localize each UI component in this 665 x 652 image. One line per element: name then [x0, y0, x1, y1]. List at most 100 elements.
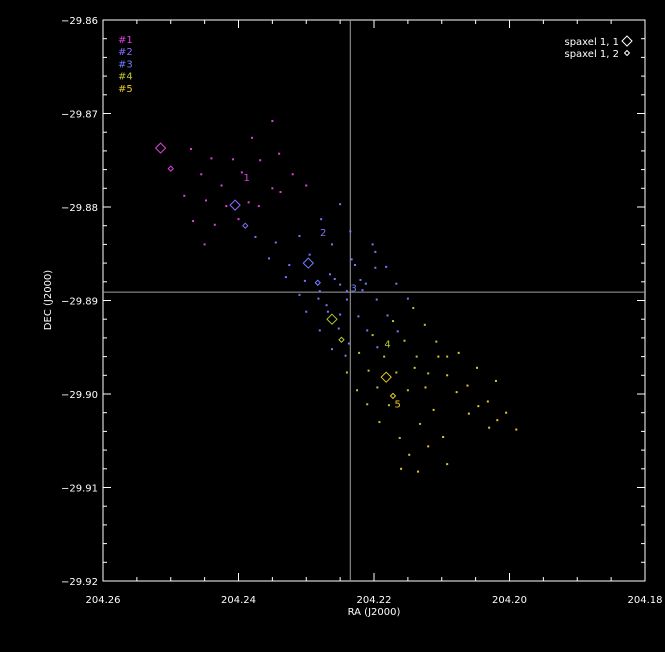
data-point	[437, 355, 440, 358]
data-point	[345, 298, 348, 301]
data-point	[427, 445, 430, 448]
x-tick-label: 204.20	[492, 595, 527, 606]
data-point	[339, 313, 342, 316]
y-tick-label: −29.88	[61, 203, 98, 214]
spaxel-markers	[154, 142, 397, 400]
data-point	[350, 258, 353, 261]
data-point	[271, 187, 274, 190]
group-label: 5	[395, 399, 401, 410]
data-point	[330, 243, 333, 246]
data-point	[259, 159, 262, 162]
data-point	[378, 421, 381, 424]
data-point	[232, 158, 235, 161]
data-point	[366, 329, 369, 332]
spaxel-legend-label: spaxel 1, 1	[565, 37, 620, 48]
data-point	[376, 346, 379, 349]
data-point	[325, 304, 328, 307]
data-point	[417, 470, 420, 473]
data-point	[356, 389, 359, 392]
group-labels: 1 2 3 4 5	[243, 173, 400, 410]
data-point	[467, 412, 470, 415]
data-point	[374, 250, 377, 253]
data-point	[305, 310, 308, 313]
data-point	[339, 283, 342, 286]
data-point	[220, 184, 223, 187]
spaxel-1-1-marker	[326, 313, 338, 325]
data-point	[475, 366, 478, 369]
y-tick-label: −29.87	[61, 110, 98, 121]
data-point	[291, 173, 294, 176]
data-point	[457, 351, 460, 354]
data-point	[442, 436, 445, 439]
data-point	[320, 218, 323, 221]
data-point	[284, 276, 287, 279]
data-point	[385, 265, 388, 268]
data-point	[349, 230, 352, 233]
x-tick-label: 204.22	[357, 595, 392, 606]
data-point	[330, 348, 333, 351]
data-point	[317, 297, 320, 300]
legend-entry: #5	[118, 84, 133, 95]
data-point	[366, 403, 369, 406]
data-point	[328, 273, 331, 276]
data-point	[375, 298, 378, 301]
data-point	[400, 467, 403, 470]
data-point	[347, 342, 350, 345]
legend-entry: #3	[118, 59, 133, 70]
data-point	[305, 184, 308, 187]
axis-ticks: 204.26 204.24 204.22 204.20 204.18 −29.86 −29.…	[61, 16, 663, 606]
data-point	[183, 194, 186, 197]
legend-entry: #2	[118, 47, 133, 58]
spaxel-1-1-marker	[154, 142, 167, 154]
data-point	[361, 289, 364, 292]
data-point	[278, 152, 281, 155]
data-point	[403, 339, 406, 342]
data-point	[326, 310, 329, 313]
data-point	[398, 436, 401, 439]
data-point	[274, 241, 277, 244]
data-point	[358, 351, 361, 354]
group-label: 3	[350, 283, 356, 294]
data-point	[354, 263, 357, 266]
data-point	[477, 405, 480, 408]
data-point	[374, 266, 377, 269]
y-tick-label: −29.90	[61, 390, 98, 401]
data-point	[371, 243, 374, 246]
crosshair	[103, 20, 645, 581]
data-point	[240, 171, 243, 174]
data-point	[391, 320, 394, 323]
data-point	[359, 278, 362, 281]
data-point	[303, 279, 306, 282]
data-point	[376, 386, 379, 389]
data-point	[339, 203, 342, 206]
data-point	[424, 386, 427, 389]
data-point	[432, 408, 435, 411]
data-point	[486, 400, 489, 403]
data-point	[279, 191, 282, 194]
y-axis-label: DEC (J2000)	[43, 270, 54, 330]
data-point	[413, 366, 416, 369]
data-point	[496, 419, 499, 422]
data-point	[515, 428, 518, 431]
data-point	[288, 263, 291, 266]
data-point	[406, 389, 409, 392]
data-point	[357, 315, 360, 318]
data-point	[318, 290, 321, 293]
data-point	[446, 374, 449, 377]
spaxel-1-2-marker	[338, 336, 345, 343]
group-label: 2	[320, 228, 326, 239]
data-point	[225, 205, 228, 208]
data-point	[247, 201, 250, 204]
data-point	[344, 354, 347, 357]
y-tick-label: −29.89	[61, 297, 98, 308]
spaxel-legend-label: spaxel 1, 2	[565, 49, 620, 60]
data-point	[267, 257, 270, 260]
data-point	[298, 293, 301, 296]
data-point	[423, 323, 426, 326]
data-point	[419, 422, 422, 425]
data-point	[406, 297, 409, 300]
data-point	[271, 119, 274, 122]
data-point	[210, 157, 213, 160]
